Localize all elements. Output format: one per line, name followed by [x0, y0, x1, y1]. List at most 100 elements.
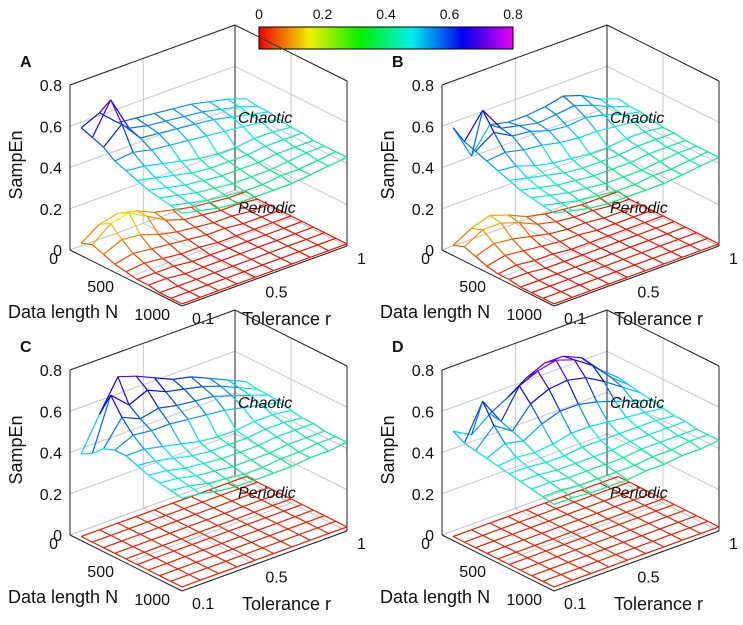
mesh-segment	[269, 245, 289, 254]
mesh-segment	[158, 407, 171, 425]
z-tick-label: 0.2	[412, 487, 434, 504]
mesh-segment	[238, 488, 251, 495]
mesh-segment	[239, 246, 259, 255]
mesh-segment	[579, 277, 599, 286]
mesh-segment	[172, 378, 185, 390]
mesh-segment	[475, 150, 488, 162]
mesh-segment	[196, 561, 208, 569]
mesh-segment	[203, 549, 215, 557]
mesh-segment	[80, 529, 100, 538]
mesh-segment	[298, 451, 311, 459]
mesh-segment	[678, 515, 697, 523]
mesh-segment	[482, 229, 495, 244]
mesh-segment	[254, 222, 273, 230]
mesh-segment	[623, 541, 635, 549]
mesh-segment	[324, 232, 337, 239]
mesh-segment	[235, 420, 255, 431]
mesh-segment	[559, 526, 572, 533]
mesh-segment	[214, 183, 234, 189]
mesh-segment	[651, 400, 664, 409]
mesh-segment	[603, 210, 623, 219]
mesh-segment	[637, 227, 657, 236]
mesh-segment	[103, 253, 116, 265]
mesh-segment	[530, 130, 549, 132]
mesh-segment	[597, 195, 610, 204]
mesh-segment	[464, 534, 483, 543]
mesh-segment	[265, 510, 285, 519]
mesh-segment	[184, 467, 197, 477]
z-tick-label: 0.4	[40, 446, 62, 463]
mesh-segment	[530, 130, 543, 146]
mesh-segment	[269, 160, 289, 171]
mesh-segment	[242, 506, 255, 513]
mesh-segment	[220, 108, 233, 118]
mesh-segment	[652, 534, 672, 542]
z-axis-label: SampEn	[378, 130, 398, 199]
mesh-segment	[136, 112, 155, 119]
mesh-segment	[287, 161, 300, 170]
mesh-segment	[269, 169, 282, 177]
mesh-segment	[210, 167, 223, 177]
mesh-segment	[482, 109, 495, 133]
mesh-segment	[597, 478, 610, 487]
mesh-segment	[220, 385, 240, 389]
mesh-segment	[136, 375, 155, 379]
mesh-segment	[549, 561, 569, 570]
mesh-segment	[534, 162, 554, 167]
mesh-segment	[555, 508, 568, 515]
mesh-segment	[217, 524, 230, 532]
mesh-segment	[280, 257, 293, 265]
mesh-segment	[682, 532, 701, 541]
mesh-segment	[516, 452, 535, 458]
mesh-segment	[294, 139, 314, 148]
mesh-segment	[177, 477, 190, 487]
mesh-segment	[246, 154, 259, 164]
mesh-segment	[154, 502, 174, 511]
mesh-segment	[655, 415, 675, 421]
mesh-segment	[203, 542, 222, 551]
mesh-segment	[541, 526, 561, 534]
mesh-segment	[560, 202, 573, 212]
mesh-segment	[567, 222, 586, 230]
mesh-segment	[618, 523, 631, 531]
mesh-segment	[516, 259, 535, 266]
mesh-segment	[165, 219, 178, 233]
mesh-segment	[221, 253, 241, 262]
z-tick-label: 0.4	[412, 446, 434, 463]
mesh-segment	[489, 215, 502, 224]
mesh-segment	[655, 419, 668, 429]
mesh-segment	[159, 197, 172, 206]
x-tick-label: 0.5	[265, 569, 287, 586]
mesh-segment	[627, 189, 646, 198]
mesh-segment	[117, 376, 130, 406]
mesh-segment	[144, 551, 156, 559]
mesh-segment	[629, 384, 641, 394]
mesh-segment	[136, 465, 149, 476]
mesh-segment	[596, 401, 609, 423]
mesh-segment	[689, 159, 701, 167]
mesh-segment	[162, 160, 182, 165]
mesh-segment	[504, 254, 517, 266]
mesh-segment	[515, 264, 528, 274]
mesh-segment	[508, 557, 528, 566]
mesh-segment	[158, 520, 178, 529]
mesh-segment	[571, 242, 590, 250]
mesh-segment	[552, 443, 565, 457]
y-tick-label: 0	[421, 251, 430, 268]
mesh-segment	[246, 145, 266, 156]
mesh-segment	[125, 558, 138, 566]
panel-label: B	[392, 54, 404, 71]
mesh-segment	[287, 443, 300, 453]
mesh-segment	[648, 516, 668, 524]
mesh-segment	[486, 265, 499, 275]
mesh-segment	[258, 162, 270, 171]
mesh-segment	[239, 451, 252, 461]
mesh-segment	[221, 536, 241, 544]
mesh-segment	[568, 187, 587, 194]
mesh-segment	[637, 419, 657, 428]
mesh-segment	[180, 253, 193, 262]
mesh-segment	[549, 278, 569, 287]
mesh-segment	[552, 538, 565, 546]
mesh-segment	[542, 489, 562, 498]
mesh-segment	[228, 523, 248, 532]
